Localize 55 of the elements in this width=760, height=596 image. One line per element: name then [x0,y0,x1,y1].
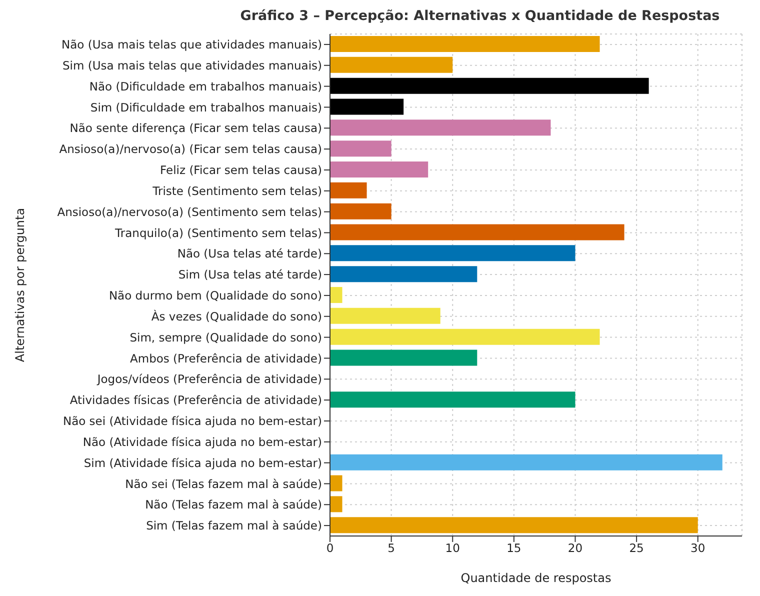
y-axis-title: Alternativas por pergunta [13,208,27,362]
bar [330,266,478,282]
bar [330,162,428,178]
bar [330,308,440,324]
bar [330,203,392,220]
y-tick-label: Sim (Telas fazem mal à saúde) [146,518,322,533]
y-tick-label: Ansioso(a)/nervoso(a) (Sentimento sem telas) [57,204,322,219]
y-tick-label: Não durmo bem (Qualidade do sono) [108,288,322,303]
bar [330,328,600,345]
y-tick-label: Sim (Usa telas até tarde) [178,268,322,282]
bar [330,98,404,115]
y-tick-label: Sim (Atividade física ajuda no bem-estar) [84,456,322,470]
x-tick-label: 25 [629,541,644,556]
x-axis-title: Quantidade de respostas [460,571,612,585]
bar [330,496,342,512]
bar [330,350,478,366]
y-tick-label: Sim (Usa mais telas que atividades manuais) [62,58,322,72]
y-tick-label: Ansioso(a)/nervoso(a) (Ficar sem telas causa) [59,142,322,156]
y-tick-label: Tranquilo(a) (Sentimento sem telas) [114,226,322,240]
y-tick-label: Ambos (Preferência de atividade) [130,351,322,366]
y-tick-label: Feliz (Ficar sem telas causa) [160,163,322,178]
y-tick-label: Não (Dificuldade em trabalhos manuais) [89,79,322,94]
y-tick-label: Não sei (Telas fazem mal à saúde) [125,476,322,491]
y-tick-label: Atividades físicas (Preferência de atividade) [70,393,322,408]
y-tick-label: Não sente diferença (Ficar sem telas causa) [70,121,322,136]
y-tick-label: Não (Atividade física ajuda no bem-estar) [82,434,322,449]
y-tick-label: Não (Usa mais telas que atividades manuais) [62,38,322,52]
bar [330,517,698,534]
bar [330,454,722,470]
bar [330,36,600,52]
bar [330,287,342,303]
bar [330,224,624,240]
bar [330,182,367,198]
x-tick-label: 15 [506,541,522,556]
y-tick-label: Às vezes (Qualidade do sono) [151,309,322,324]
y-tick-label: Triste (Sentimento sem telas) [152,184,322,198]
x-tick-label: 20 [568,541,583,556]
bar [330,245,576,262]
bar [330,120,551,136]
y-tick-label: Não (Telas fazem mal à saúde) [145,498,322,512]
bar [330,475,342,492]
x-tick-label: 0 [326,541,334,556]
x-tick-label: 30 [690,541,706,556]
bar [330,78,649,94]
y-tick-label: Não (Usa telas até tarde) [177,246,322,261]
y-tick-label: Sim, sempre (Qualidade do sono) [130,330,322,344]
chart-title: Gráfico 3 – Percepção: Alternativas x Quantidade de Respostas [239,8,721,26]
bar [330,140,392,157]
x-tick-label: 10 [445,541,460,556]
y-tick-label: Não sei (Atividade física ajuda no bem-estar) [62,414,322,428]
y-tick-label: Jogos/vídeos (Preferência de atividade) [96,372,322,386]
bar [330,56,453,73]
x-tick-label: 5 [388,541,395,556]
y-tick-label: Sim (Dificuldade em trabalhos manuais) [90,100,322,114]
bar [330,392,576,408]
